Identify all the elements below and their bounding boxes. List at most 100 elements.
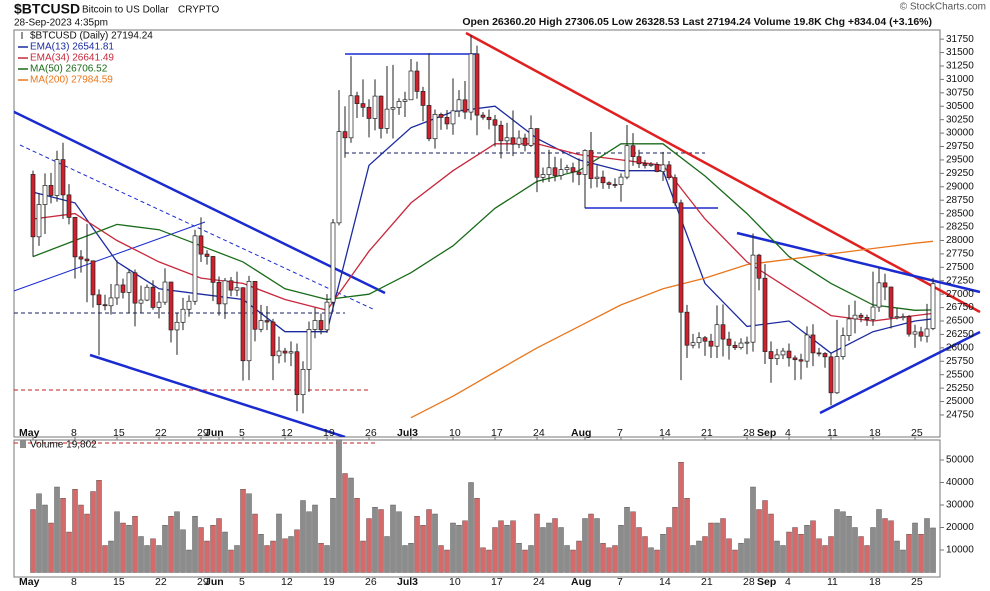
volume-bar	[390, 504, 396, 573]
candle-body	[696, 337, 702, 344]
candle-body	[516, 137, 522, 145]
volume-bar	[90, 491, 96, 573]
x-tick-label: 29	[197, 576, 209, 588]
candle-body	[714, 324, 720, 347]
candle-body	[96, 294, 102, 306]
volume-bar	[282, 538, 288, 573]
x-tick-label: Sep	[757, 427, 776, 439]
y-tick-label: 28750	[946, 195, 974, 206]
legend-entry: MA(50) 26706.52	[30, 64, 108, 75]
x-tick-label: Jun	[205, 576, 224, 588]
price-plot	[30, 35, 936, 419]
candle-body	[618, 176, 624, 185]
volume-bar	[342, 473, 348, 573]
volume-bar	[264, 545, 270, 573]
volume-bar	[810, 520, 816, 573]
volume-bar	[168, 516, 174, 573]
candle-body	[282, 350, 288, 354]
volume-bar	[312, 504, 318, 573]
x-tick-label: 25	[911, 427, 923, 439]
volume-bar	[738, 543, 744, 573]
candle-body	[114, 284, 120, 299]
candle-body	[270, 321, 276, 357]
candle-body	[156, 301, 162, 308]
y-tick-label: 10000	[946, 545, 974, 556]
price-panel	[13, 29, 941, 438]
candle-body	[108, 297, 114, 307]
candle-body	[738, 342, 744, 348]
candle-body	[888, 286, 894, 318]
x-tick-label: 12	[281, 427, 293, 439]
x-tick-label: Jul3	[397, 576, 418, 588]
candle-body	[492, 119, 498, 126]
candle-body	[768, 351, 774, 359]
volume-bar	[648, 547, 654, 573]
candle-body	[126, 272, 132, 293]
x-tick-label: 12	[281, 576, 293, 588]
candle-body	[210, 256, 216, 283]
candle-body	[36, 204, 42, 238]
candle-body	[774, 354, 780, 359]
volume-bar	[366, 518, 372, 573]
volume-bar	[672, 507, 678, 573]
candle-body	[708, 340, 714, 347]
candle-body	[366, 106, 372, 119]
candle-body	[846, 318, 852, 336]
volume-bar	[552, 518, 558, 573]
y-tick-label: 29250	[946, 168, 974, 179]
volume-bar	[360, 540, 366, 573]
volume-bar	[930, 527, 936, 573]
candle-body	[690, 342, 696, 346]
volume-bar	[108, 540, 114, 573]
x-tick-label: 4	[785, 427, 791, 439]
candle-body	[252, 281, 258, 330]
candle-body	[546, 167, 552, 175]
trendline	[819, 330, 981, 415]
volume-bar	[30, 509, 36, 573]
candle-body	[744, 341, 750, 344]
volume-bar	[216, 518, 222, 573]
candle-body	[48, 185, 54, 196]
y-tick-label: 24750	[946, 410, 974, 421]
volume-bar	[120, 522, 126, 573]
candle-body	[858, 314, 864, 318]
candle-body	[678, 202, 684, 313]
y-tick-label: 28000	[946, 235, 974, 246]
x-tick-label: Jul3	[397, 427, 418, 439]
candle-body	[750, 254, 756, 343]
candle-body	[234, 287, 240, 291]
volume-bar	[858, 536, 864, 573]
candle-body	[342, 131, 348, 139]
y-tick-label: 31750	[946, 34, 974, 45]
candle-body	[246, 281, 252, 362]
volume-bar	[162, 525, 168, 573]
candle-body	[570, 167, 576, 173]
volume-bar	[768, 513, 774, 573]
volume-bar	[558, 527, 564, 573]
volume-bar	[414, 516, 420, 573]
candle-body	[822, 353, 828, 358]
y-tick-label: 29750	[946, 141, 974, 152]
volume-bar	[402, 545, 408, 573]
candle-body	[912, 331, 918, 335]
volume-bar	[744, 538, 750, 573]
volume-bar	[792, 527, 798, 573]
timestamp: 28-Sep-2023 4:35pm	[14, 18, 108, 29]
volume-bar	[828, 536, 834, 573]
volume-bar	[516, 543, 522, 573]
volume-bar	[378, 509, 384, 573]
volume-bar	[276, 513, 282, 573]
candle-body	[552, 167, 558, 176]
candle-body	[666, 164, 672, 179]
x-tick-label: 18	[869, 427, 881, 439]
volume-bar	[198, 527, 204, 573]
volume-bar	[726, 538, 732, 573]
x-tick-label: 17	[491, 427, 503, 439]
quote: Open 26360.20 High 27306.05 Low 26328.53…	[462, 16, 932, 28]
volume-bar	[132, 516, 138, 573]
symbol: $BTCUSD	[14, 1, 80, 17]
candle-body	[66, 194, 72, 218]
candle-body	[762, 277, 768, 352]
candle-body	[174, 321, 180, 331]
trendline	[19, 144, 376, 311]
